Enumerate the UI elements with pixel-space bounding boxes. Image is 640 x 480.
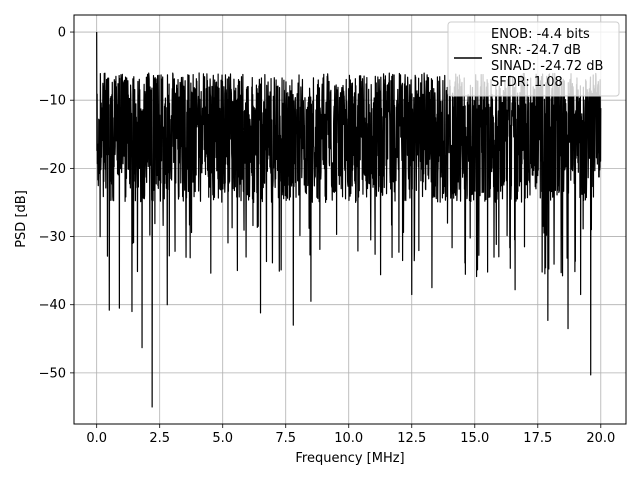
y-axis-label: PSD [dB]: [14, 190, 29, 248]
x-tick-label: 12.5: [397, 431, 426, 446]
x-tick-label: 17.5: [523, 431, 552, 446]
x-tick-label: 20.0: [586, 431, 615, 446]
y-tick-label: 0: [58, 26, 66, 41]
x-axis-label: Frequency [MHz]: [295, 451, 404, 466]
legend-box: [447, 21, 620, 97]
legend-line-sfdr: SFDR: 1.08: [491, 75, 563, 90]
legend-line-sinad: SINAD: -24.72 dB: [491, 59, 603, 74]
x-axis: 0.0 2.5 5.0 7.5 10.0 12.5 15.0 17.5 20.0: [86, 424, 615, 446]
x-tick-label: 15.0: [460, 431, 489, 446]
y-tick-label: −30: [39, 230, 66, 245]
legend: ENOB: -4.4 bits SNR: -24.7 dB SINAD: -24…: [447, 21, 620, 97]
legend-line-enob: ENOB: -4.4 bits: [491, 27, 590, 42]
series-layer: [96, 32, 602, 408]
x-tick-label: 0.0: [86, 431, 107, 446]
x-tick-label: 2.5: [149, 431, 170, 446]
y-tick-label: −10: [39, 94, 66, 109]
y-tick-label: −50: [39, 366, 66, 381]
y-tick-label: −20: [39, 162, 66, 177]
x-tick-label: 10.0: [334, 431, 363, 446]
plot-frame: [73, 14, 627, 425]
x-tick-label: 7.5: [275, 431, 296, 446]
y-axis: 0 −10 −20 −30 −40 −50: [39, 26, 74, 381]
x-tick-label: 5.0: [212, 431, 233, 446]
y-tick-label: −40: [39, 298, 66, 313]
psd-series-line: [96, 32, 602, 408]
legend-line-snr: SNR: -24.7 dB: [491, 43, 581, 58]
